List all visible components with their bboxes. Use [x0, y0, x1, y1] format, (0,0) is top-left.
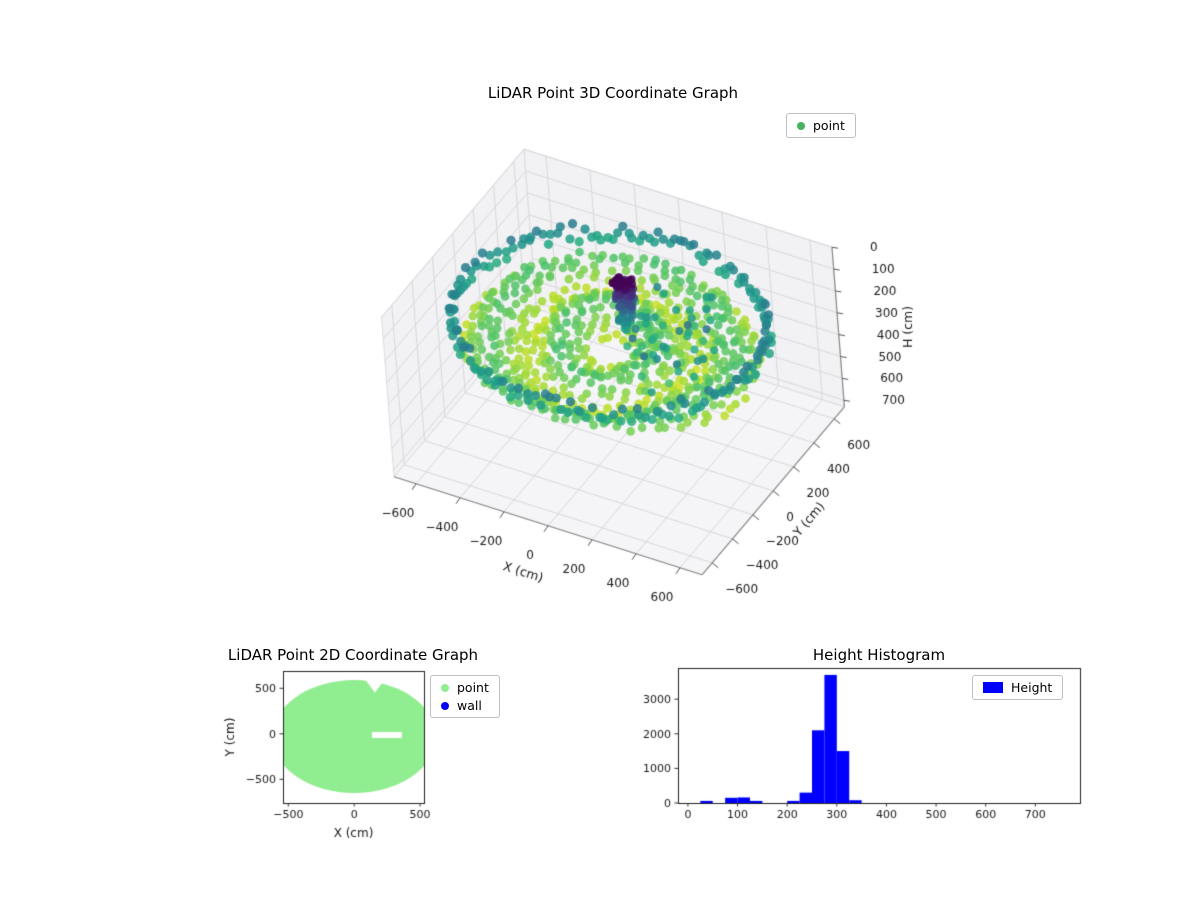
plot2d-legend: point wall [430, 675, 500, 718]
legend-label-wall: wall [457, 698, 482, 713]
legend-label-point: point [457, 680, 489, 695]
legend-label-height: Height [1011, 680, 1053, 695]
plot2d-title: LiDAR Point 2D Coordinate Graph [227, 646, 479, 664]
histogram-legend: Height [972, 675, 1064, 700]
legend-label-point: point [813, 118, 845, 133]
legend-entry-height: Height [983, 680, 1052, 695]
plot3d-legend: point [786, 113, 856, 138]
legend-entry-point: point [441, 680, 489, 695]
point-marker-icon [441, 683, 449, 692]
plot3d-title: LiDAR Point 3D Coordinate Graph [487, 84, 739, 102]
wall-marker-icon [441, 701, 449, 710]
height-marker-icon [983, 682, 1003, 693]
point-marker-icon [797, 121, 805, 130]
histogram-title: Height Histogram [812, 646, 946, 664]
legend-entry-wall: wall [441, 698, 489, 713]
legend-entry-point: point [797, 118, 845, 133]
